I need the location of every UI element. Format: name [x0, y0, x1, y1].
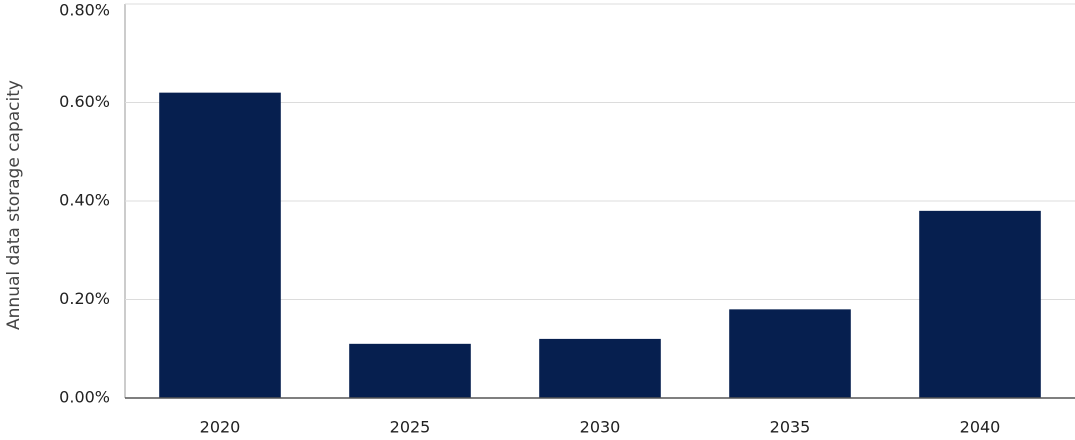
y-tick-label: 0.20%	[59, 289, 110, 308]
x-tick-label: 2035	[770, 418, 811, 437]
y-tick-label: 0.40%	[59, 191, 110, 210]
x-tick-label: 2025	[390, 418, 431, 437]
bar	[729, 309, 851, 398]
x-tick-label: 2030	[580, 418, 621, 437]
bar	[919, 210, 1041, 398]
y-axis-label: Annual data storage capacity	[4, 80, 24, 330]
bar	[159, 92, 281, 399]
y-tick-label: 0.60%	[59, 92, 110, 111]
y-tick-label: 0.00%	[59, 388, 110, 407]
x-tick-label: 2020	[200, 418, 241, 437]
y-tick-label: 0.80%	[59, 1, 110, 20]
bar	[539, 338, 661, 398]
bar	[349, 343, 471, 398]
x-tick-label: 2040	[960, 418, 1001, 437]
